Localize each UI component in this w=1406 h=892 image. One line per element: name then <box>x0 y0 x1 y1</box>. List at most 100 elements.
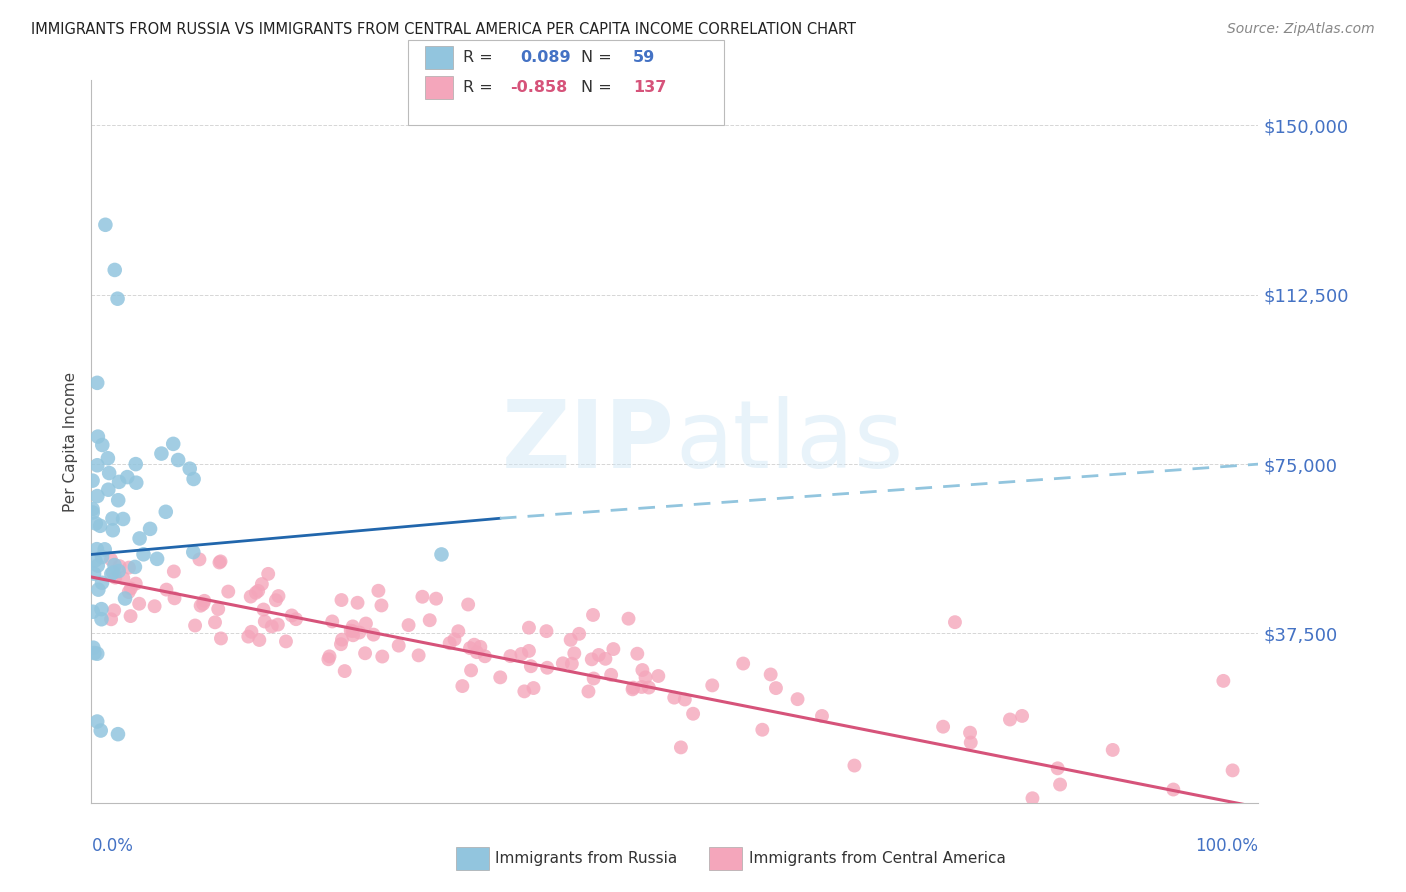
Text: 137: 137 <box>633 80 666 95</box>
Point <box>82 502 104 516</box>
Point <box>82 640 104 655</box>
Point <box>83 566 105 581</box>
Point <box>132 547 155 561</box>
Point <box>91 438 114 452</box>
Point <box>101 566 124 580</box>
Point <box>87 429 110 443</box>
Point <box>179 461 201 475</box>
Point <box>425 591 447 606</box>
Point <box>1049 778 1071 792</box>
Text: 0.089: 0.089 <box>520 50 571 64</box>
Point <box>124 560 146 574</box>
Text: R =: R = <box>463 80 498 95</box>
Point <box>107 727 129 741</box>
Point <box>90 612 112 626</box>
Point <box>470 640 492 654</box>
Point <box>163 565 186 579</box>
Point <box>103 558 125 572</box>
Point <box>342 624 364 638</box>
Point <box>330 632 353 647</box>
Point <box>465 645 488 659</box>
Point <box>1101 743 1123 757</box>
Point <box>551 657 574 671</box>
Point <box>318 649 340 664</box>
Text: 59: 59 <box>633 50 655 64</box>
Point <box>93 542 115 557</box>
Point <box>759 667 782 681</box>
Point <box>209 554 232 568</box>
Point <box>117 470 139 484</box>
Text: N =: N = <box>581 80 617 95</box>
Point <box>183 472 205 486</box>
Point <box>568 627 591 641</box>
Point <box>367 583 389 598</box>
Point <box>595 652 617 666</box>
Point <box>460 664 482 678</box>
Point <box>239 590 262 604</box>
Point <box>84 553 107 567</box>
Point <box>91 575 114 590</box>
Point <box>94 218 117 232</box>
Text: 0.0%: 0.0% <box>91 838 134 855</box>
Point <box>155 582 177 597</box>
Point <box>349 625 371 640</box>
Point <box>602 642 624 657</box>
Point <box>253 615 276 629</box>
Point <box>86 376 108 390</box>
Point <box>90 602 112 616</box>
Text: IMMIGRANTS FROM RUSSIA VS IMMIGRANTS FROM CENTRAL AMERICA PER CAPITA INCOME CORR: IMMIGRANTS FROM RUSSIA VS IMMIGRANTS FRO… <box>31 22 856 37</box>
Point <box>560 632 582 647</box>
Point <box>443 632 465 647</box>
Point <box>582 672 605 686</box>
Text: -0.858: -0.858 <box>510 80 568 95</box>
Point <box>89 518 111 533</box>
Point <box>184 618 207 632</box>
Point <box>932 720 955 734</box>
Point <box>100 552 122 566</box>
Point <box>581 652 603 666</box>
Point <box>318 652 340 666</box>
Point <box>536 661 558 675</box>
Point <box>87 582 110 597</box>
Point <box>430 548 453 562</box>
Point <box>342 619 364 633</box>
Point <box>260 619 283 633</box>
Point <box>447 624 470 639</box>
Point <box>86 489 108 503</box>
Point <box>204 615 226 630</box>
Point <box>354 646 377 660</box>
Point <box>513 684 536 698</box>
Point <box>673 692 696 706</box>
Point <box>371 649 394 664</box>
Point <box>1046 761 1069 775</box>
Point <box>107 564 129 578</box>
Point <box>84 516 107 531</box>
Point <box>217 584 239 599</box>
Point <box>664 690 686 705</box>
Point <box>751 723 773 737</box>
Point <box>578 684 600 698</box>
Point <box>1011 709 1033 723</box>
Point <box>97 483 120 497</box>
Point <box>617 612 640 626</box>
Point <box>630 680 652 694</box>
Point <box>86 458 108 473</box>
Point <box>411 590 433 604</box>
Point <box>257 566 280 581</box>
Point <box>167 453 190 467</box>
Point <box>626 647 648 661</box>
Point <box>190 599 212 613</box>
Point <box>522 681 544 695</box>
Text: R =: R = <box>463 50 498 64</box>
Point <box>247 632 270 647</box>
Point <box>143 599 166 614</box>
Point <box>267 617 290 632</box>
Point <box>98 466 121 480</box>
Point <box>419 613 441 627</box>
Point <box>458 641 481 656</box>
Point <box>238 630 260 644</box>
Point <box>264 593 287 607</box>
Point <box>1163 782 1185 797</box>
Point <box>104 263 127 277</box>
Point <box>104 571 127 585</box>
